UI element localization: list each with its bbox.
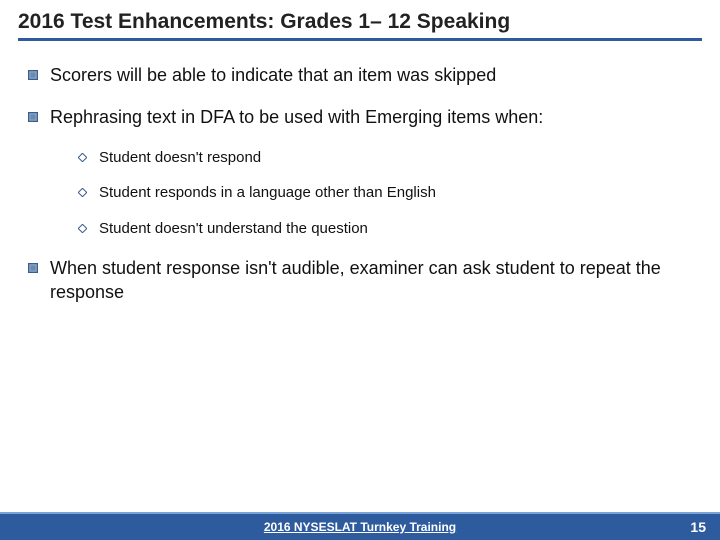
title-bar: 2016 Test Enhancements: Grades 1– 12 Spe… bbox=[0, 0, 720, 45]
square-bullet-icon bbox=[28, 112, 38, 122]
sub-bullet-item: Student doesn't respond bbox=[78, 148, 692, 168]
page-number: 15 bbox=[690, 519, 706, 535]
sub-bullet-item: Student doesn't understand the question bbox=[78, 219, 692, 239]
diamond-bullet-icon bbox=[78, 188, 87, 197]
square-bullet-icon bbox=[28, 263, 38, 273]
sub-bullet-text: Student responds in a language other tha… bbox=[99, 183, 436, 203]
footer-label: 2016 NYSESLAT Turnkey Training bbox=[264, 520, 456, 534]
bullet-text: When student response isn't audible, exa… bbox=[50, 256, 692, 305]
footer-bar: 2016 NYSESLAT Turnkey Training 15 bbox=[0, 514, 720, 540]
bullet-item: When student response isn't audible, exa… bbox=[28, 256, 692, 305]
bullet-item: Scorers will be able to indicate that an… bbox=[28, 63, 692, 87]
sub-bullet-list: Student doesn't respond Student responds… bbox=[28, 148, 692, 239]
bullet-text: Rephrasing text in DFA to be used with E… bbox=[50, 105, 543, 129]
square-bullet-icon bbox=[28, 70, 38, 80]
diamond-bullet-icon bbox=[78, 153, 87, 162]
diamond-bullet-icon bbox=[78, 224, 87, 233]
bullet-item: Rephrasing text in DFA to be used with E… bbox=[28, 105, 692, 129]
sub-bullet-text: Student doesn't understand the question bbox=[99, 219, 368, 239]
bullet-text: Scorers will be able to indicate that an… bbox=[50, 63, 496, 87]
slide-content: Scorers will be able to indicate that an… bbox=[0, 45, 720, 305]
sub-bullet-item: Student responds in a language other tha… bbox=[78, 183, 692, 203]
slide-title: 2016 Test Enhancements: Grades 1– 12 Spe… bbox=[18, 10, 702, 34]
sub-bullet-text: Student doesn't respond bbox=[99, 148, 261, 168]
title-underline bbox=[18, 38, 702, 41]
